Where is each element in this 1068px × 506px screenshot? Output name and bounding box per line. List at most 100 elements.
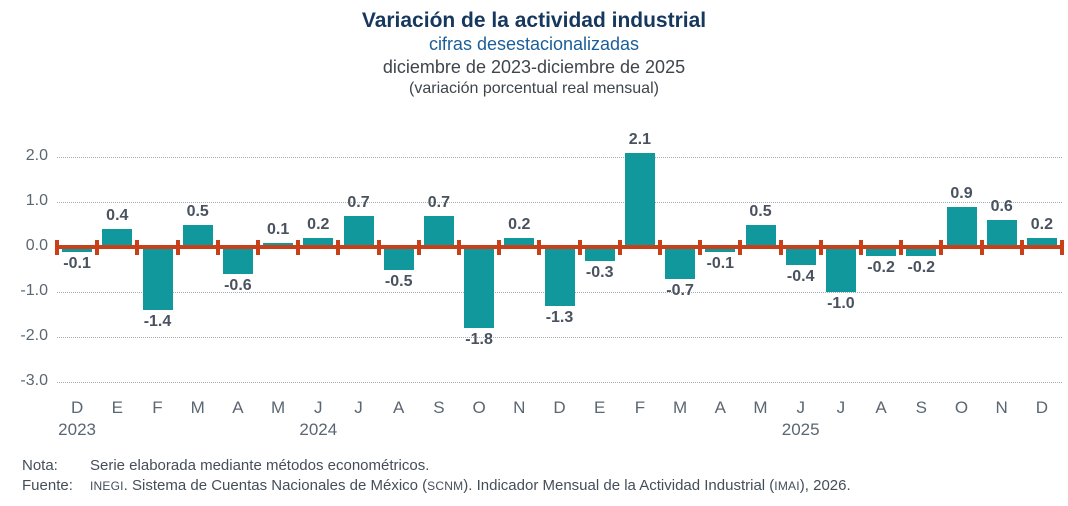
zero-axis-tick: [537, 239, 542, 255]
zero-axis-tick: [497, 239, 502, 255]
bar-value-label: -0.2: [867, 259, 895, 276]
bar: [946, 206, 977, 247]
bar: [544, 247, 575, 306]
bar: [343, 215, 374, 247]
month-label: A: [714, 398, 726, 417]
bar: [263, 242, 294, 247]
y-tick-label: 2.0: [25, 147, 48, 164]
bar: [62, 247, 93, 252]
bar-value-label: 0.7: [427, 193, 451, 211]
chart-units: (variación porcentual real mensual): [409, 80, 659, 97]
source-line: Fuente: INEGI. Sistema de Cuentas Nacion…: [22, 476, 1062, 496]
month-label: J: [354, 398, 363, 417]
month-label: A: [232, 398, 244, 417]
bar: [665, 247, 696, 279]
source-text: INEGI. Sistema de Cuentas Nacionales de …: [90, 476, 851, 496]
zero-axis-tick: [175, 239, 180, 255]
month-label: F: [634, 398, 646, 417]
zero-axis-tick: [416, 239, 421, 255]
bar-value-label: -0.1: [706, 254, 735, 272]
bar-value-label: -0.3: [585, 263, 614, 281]
month-label: S: [915, 398, 927, 417]
zero-axis-tick: [818, 239, 823, 255]
source-segment: ), 2026.: [799, 477, 851, 494]
zero-axis-tick: [1019, 239, 1024, 255]
bar-value-label: -0.6: [224, 277, 252, 294]
bar: [303, 238, 334, 247]
bar: [785, 247, 816, 265]
year-label: 2025: [781, 420, 820, 439]
source-segment: SCNM: [427, 479, 464, 493]
month-label: E: [111, 398, 123, 417]
month-label: N: [995, 398, 1008, 417]
month-label: M: [190, 398, 205, 417]
grid-line: [57, 382, 1062, 383]
chart-header: Variación de la actividad industrial cif…: [0, 8, 1068, 99]
y-tick-label: -3.0: [20, 372, 48, 389]
month-label: D: [1035, 398, 1049, 417]
month-label: M: [673, 398, 688, 417]
source-segment: ). Indicador Mensual de la Actividad Ind…: [463, 477, 775, 494]
bar: [182, 224, 213, 247]
bar-value-label: -0.7: [666, 281, 694, 299]
bar: [584, 247, 615, 261]
zero-axis-tick: [256, 239, 260, 255]
month-label: J: [836, 398, 846, 417]
bar-value-label: 0.9: [950, 184, 973, 202]
month-label: A: [875, 398, 887, 417]
zero-axis-line: [55, 245, 1064, 249]
footnotes: Nota: Serie elaborada mediante métodos e…: [22, 456, 1062, 496]
source-label: Fuente:: [22, 477, 73, 494]
bar-value-label: -0.4: [786, 268, 815, 285]
zero-axis-tick: [577, 239, 582, 255]
zero-axis-tick: [457, 239, 461, 255]
grid-line: [57, 202, 1062, 203]
note-label: Nota:: [22, 457, 58, 474]
zero-axis-tick: [658, 239, 662, 255]
bar: [825, 247, 856, 292]
bar: [866, 247, 897, 256]
bar: [222, 247, 253, 274]
bar: [102, 229, 133, 247]
month-label: O: [472, 398, 486, 417]
month-label: J: [314, 398, 323, 417]
y-tick-label: -1.0: [20, 282, 48, 299]
bar: [504, 238, 535, 247]
bar-value-label: 0.4: [106, 207, 129, 224]
y-tick-label: -2.0: [20, 327, 48, 344]
year-label: 2023: [58, 420, 96, 439]
y-tick-label: 0.0: [25, 237, 48, 254]
bar: [383, 247, 414, 270]
zero-axis-tick: [336, 239, 341, 255]
month-label: D: [553, 398, 566, 417]
bar-value-label: 0.6: [990, 198, 1013, 215]
bar-value-label: -1.4: [143, 313, 172, 330]
month-label: E: [594, 398, 606, 417]
bar-value-label: -1.0: [827, 295, 855, 312]
bar-value-label: 0.5: [186, 202, 209, 220]
bar: [624, 152, 655, 247]
bar-value-label: 0.2: [1030, 216, 1054, 233]
month-label: N: [513, 398, 526, 417]
month-label: F: [152, 398, 163, 417]
chart-title: Variación de la actividad industrial: [361, 9, 707, 32]
note-text: Serie elaborada mediante métodos economé…: [90, 457, 430, 474]
bar-value-label: 0.1: [266, 220, 290, 238]
zero-axis-tick: [899, 239, 904, 255]
bar-value-label: -0.5: [384, 272, 413, 290]
month-label: S: [433, 398, 445, 417]
month-label: M: [271, 398, 286, 417]
zero-axis-tick: [1060, 239, 1064, 255]
bar: [423, 215, 454, 247]
month-label: M: [753, 398, 768, 417]
zero-axis-tick: [979, 239, 984, 255]
month-label: A: [393, 398, 405, 417]
source-segment: IMAI: [774, 479, 800, 493]
month-label: D: [70, 398, 84, 417]
bar: [142, 247, 173, 310]
zero-axis-tick: [215, 239, 220, 255]
zero-axis-tick: [778, 239, 783, 255]
bar-value-label: -0.2: [907, 259, 936, 276]
bar-value-label: 0.7: [347, 193, 370, 211]
